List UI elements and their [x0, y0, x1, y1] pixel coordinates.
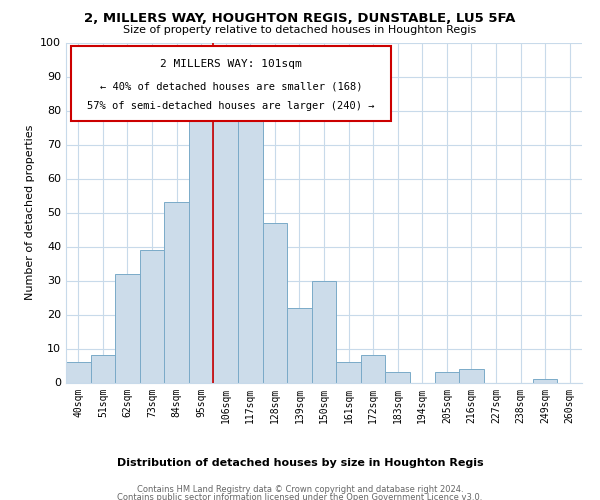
Bar — [361, 356, 385, 382]
Text: ← 40% of detached houses are smaller (168): ← 40% of detached houses are smaller (16… — [100, 81, 362, 91]
Text: 2, MILLERS WAY, HOUGHTON REGIS, DUNSTABLE, LU5 5FA: 2, MILLERS WAY, HOUGHTON REGIS, DUNSTABL… — [85, 12, 515, 26]
Bar — [459, 369, 484, 382]
Text: 2 MILLERS WAY: 101sqm: 2 MILLERS WAY: 101sqm — [160, 60, 302, 70]
Text: Contains HM Land Registry data © Crown copyright and database right 2024.: Contains HM Land Registry data © Crown c… — [137, 485, 463, 494]
FancyBboxPatch shape — [71, 46, 391, 120]
Text: Size of property relative to detached houses in Houghton Regis: Size of property relative to detached ho… — [124, 25, 476, 35]
Y-axis label: Number of detached properties: Number of detached properties — [25, 125, 35, 300]
Text: 57% of semi-detached houses are larger (240) →: 57% of semi-detached houses are larger (… — [88, 102, 375, 112]
Bar — [115, 274, 140, 382]
Bar — [336, 362, 361, 382]
Bar — [140, 250, 164, 382]
Bar — [91, 356, 115, 382]
Text: Contains public sector information licensed under the Open Government Licence v3: Contains public sector information licen… — [118, 493, 482, 500]
Bar — [164, 202, 189, 382]
Bar — [287, 308, 312, 382]
Bar — [263, 222, 287, 382]
Bar — [385, 372, 410, 382]
Bar — [238, 110, 263, 382]
Bar — [312, 280, 336, 382]
Bar — [189, 104, 214, 382]
Text: Distribution of detached houses by size in Houghton Regis: Distribution of detached houses by size … — [116, 458, 484, 468]
Bar — [434, 372, 459, 382]
Bar — [66, 362, 91, 382]
Bar — [533, 379, 557, 382]
Bar — [214, 107, 238, 382]
